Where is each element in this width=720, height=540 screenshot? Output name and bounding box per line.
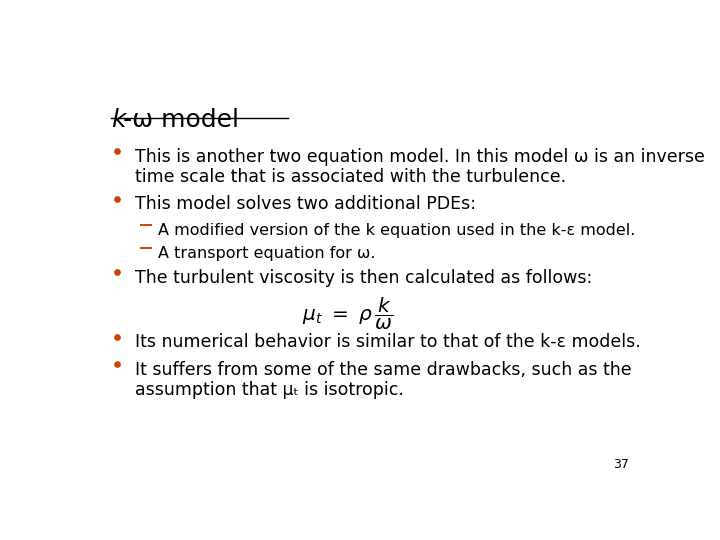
Text: A modified version of the k equation used in the k-ε model.: A modified version of the k equation use…: [158, 223, 636, 238]
Text: k: k: [111, 109, 126, 132]
Text: $\mu_t \ = \ \rho\,\dfrac{k}{\omega}$: $\mu_t \ = \ \rho\,\dfrac{k}{\omega}$: [302, 296, 394, 332]
Text: 37: 37: [613, 458, 629, 471]
Text: This is another two equation model. In this model ω is an inverse: This is another two equation model. In t…: [135, 148, 704, 166]
Text: This model solves two additional PDEs:: This model solves two additional PDEs:: [135, 195, 476, 213]
Text: A transport equation for ω.: A transport equation for ω.: [158, 246, 376, 261]
Text: -ω model: -ω model: [124, 109, 240, 132]
Text: assumption that μₜ is isotropic.: assumption that μₜ is isotropic.: [135, 381, 403, 399]
Text: Its numerical behavior is similar to that of the k-ε models.: Its numerical behavior is similar to tha…: [135, 333, 640, 352]
Text: The turbulent viscosity is then calculated as follows:: The turbulent viscosity is then calculat…: [135, 268, 592, 287]
Text: time scale that is associated with the turbulence.: time scale that is associated with the t…: [135, 168, 566, 186]
Text: It suffers from some of the same drawbacks, such as the: It suffers from some of the same drawbac…: [135, 361, 631, 379]
